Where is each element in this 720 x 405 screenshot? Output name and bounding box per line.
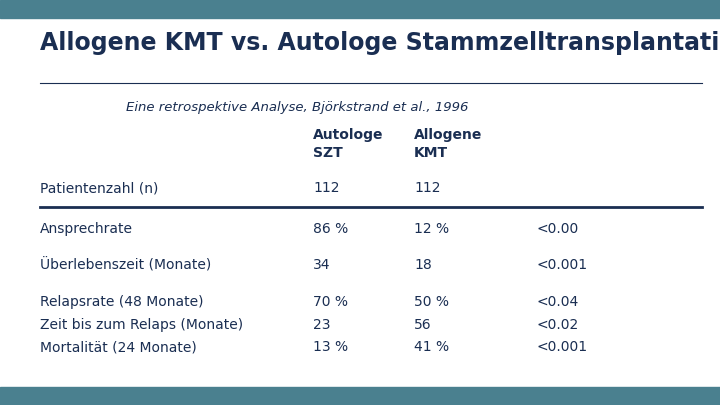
Text: Allogene KMT vs. Autologe Stammzelltransplantation: Allogene KMT vs. Autologe Stammzelltrans… — [40, 30, 720, 55]
Text: 50 %: 50 % — [414, 295, 449, 309]
Text: Autologe
SZT: Autologe SZT — [313, 128, 384, 160]
Text: Eine retrospektive Analyse, Björkstrand et al., 1996: Eine retrospektive Analyse, Björkstrand … — [126, 101, 469, 114]
Text: Relapsrate (48 Monate): Relapsrate (48 Monate) — [40, 295, 203, 309]
Text: 41 %: 41 % — [414, 340, 449, 354]
Text: 56: 56 — [414, 318, 431, 332]
Text: 34: 34 — [313, 258, 330, 272]
Text: <0.00: <0.00 — [536, 222, 579, 236]
Text: <0.001: <0.001 — [536, 340, 588, 354]
Text: Mortalität (24 Monate): Mortalität (24 Monate) — [40, 340, 197, 354]
Text: 112: 112 — [414, 181, 441, 195]
Text: 86 %: 86 % — [313, 222, 348, 236]
Text: 18: 18 — [414, 258, 432, 272]
Text: Allogene
KMT: Allogene KMT — [414, 128, 482, 160]
Text: Zeit bis zum Relaps (Monate): Zeit bis zum Relaps (Monate) — [40, 318, 243, 332]
Text: 23: 23 — [313, 318, 330, 332]
Text: Ansprechrate: Ansprechrate — [40, 222, 132, 236]
Text: 12 %: 12 % — [414, 222, 449, 236]
Text: <0.02: <0.02 — [536, 318, 579, 332]
Text: Patientenzahl (n): Patientenzahl (n) — [40, 181, 158, 195]
Text: 112: 112 — [313, 181, 340, 195]
Bar — [0, 387, 720, 405]
Text: 70 %: 70 % — [313, 295, 348, 309]
Text: <0.001: <0.001 — [536, 258, 588, 272]
Text: <0.04: <0.04 — [536, 295, 579, 309]
Text: 13 %: 13 % — [313, 340, 348, 354]
Bar — [0, 0, 720, 18]
Text: Überlebenszeit (Monate): Überlebenszeit (Monate) — [40, 258, 211, 273]
